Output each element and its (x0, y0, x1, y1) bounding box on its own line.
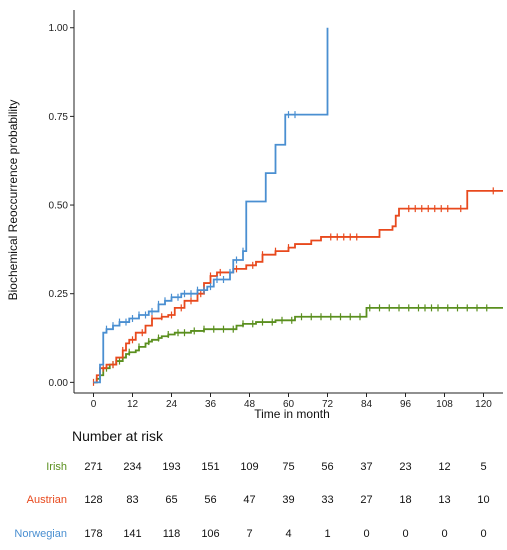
series-austrian (92, 187, 503, 386)
y-tick-label: 0.50 (49, 201, 69, 212)
risk-cell: 37 (360, 461, 372, 473)
x-tick-label: 48 (244, 399, 256, 410)
risk-cell: 7 (246, 528, 252, 540)
risk-cell: 141 (123, 528, 141, 540)
risk-cell: 5 (480, 461, 486, 473)
risk-cell: 151 (201, 461, 219, 473)
km-curve-austrian (93, 189, 503, 384)
risk-cell: 47 (243, 494, 255, 506)
x-ticks: 0 12 24 36 48 60 72 84 96 108 120 (91, 393, 492, 410)
risk-cell: 56 (321, 461, 333, 473)
risk-cell: 109 (240, 461, 258, 473)
x-axis-title: Time in month (254, 407, 330, 421)
x-tick-label: 120 (475, 399, 492, 410)
series-irish (93, 304, 503, 384)
risk-cell: 234 (123, 461, 141, 473)
x-tick-label: 96 (400, 399, 412, 410)
axes (73, 10, 503, 394)
risk-cell: 33 (321, 494, 333, 506)
risk-row-label: Austrian (27, 494, 67, 506)
risk-cell: 193 (162, 461, 180, 473)
risk-cell: 65 (165, 494, 177, 506)
series-layer (92, 27, 503, 386)
y-tick-label: 0.75 (49, 112, 69, 123)
y-ticks: 0.00 0.25 0.50 0.75 1.00 (49, 23, 74, 389)
risk-cell: 128 (84, 494, 102, 506)
risk-cell: 83 (126, 494, 138, 506)
x-tick-label: 84 (361, 399, 373, 410)
y-tick-label: 0.00 (49, 378, 69, 389)
x-tick-label: 60 (283, 399, 295, 410)
risk-cell: 39 (282, 494, 294, 506)
risk-cell: 12 (438, 461, 450, 473)
risk-cell: 0 (480, 528, 486, 540)
x-tick-label: 24 (166, 399, 178, 410)
risk-cell: 1 (324, 528, 330, 540)
y-tick-label: 0.25 (49, 289, 69, 300)
x-tick-label: 72 (322, 399, 334, 410)
risk-cell: 118 (163, 528, 181, 540)
risk-cell: 75 (282, 461, 294, 473)
risk-cell: 18 (399, 494, 411, 506)
risk-cell: 106 (201, 528, 219, 540)
risk-cell: 56 (204, 494, 216, 506)
risk-cell: 13 (438, 494, 450, 506)
risk-cell: 4 (285, 528, 291, 540)
x-tick-label: 0 (91, 399, 97, 410)
risk-row-label: Norwegian (14, 528, 67, 540)
risk-table-title: Number at risk (72, 428, 164, 444)
risk-cell: 10 (477, 494, 489, 506)
risk-cell: 271 (84, 461, 102, 473)
risk-cell: 0 (441, 528, 447, 540)
x-tick-label: 12 (127, 399, 139, 410)
x-tick-label: 36 (205, 399, 217, 410)
risk-cell: 0 (402, 528, 408, 540)
risk-cell: 178 (84, 528, 102, 540)
x-tick-label: 108 (436, 399, 453, 410)
y-axis-title: Biochemical Reoccurrence probability (6, 100, 20, 301)
risk-cell: 0 (363, 528, 369, 540)
risk-row-label: Irish (46, 461, 67, 473)
risk-cell: 23 (399, 461, 411, 473)
series-norwegian (93, 27, 329, 384)
risk-cell: 27 (360, 494, 372, 506)
y-tick-label: 1.00 (49, 23, 69, 34)
